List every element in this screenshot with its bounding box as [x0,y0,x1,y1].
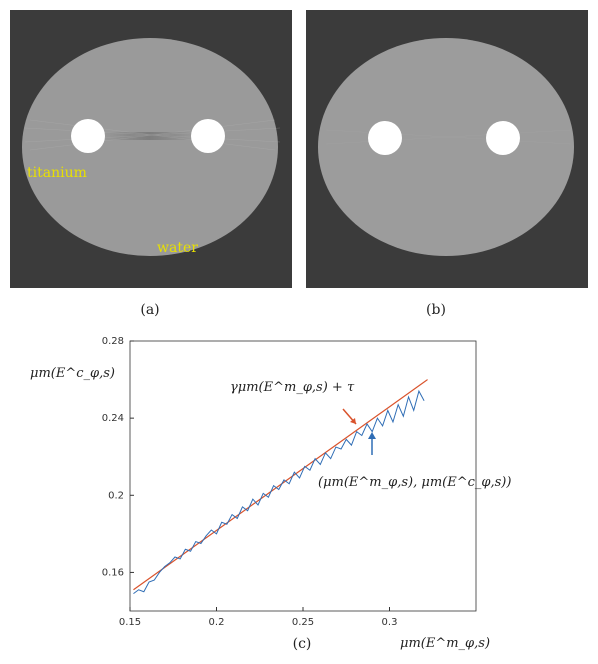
ct-image-b [306,10,588,288]
y-tick-label: 0.16 [102,567,124,578]
titanium-insert-right [191,119,225,153]
fit-annotation: γμm(E^m_φ,s) + τ [230,380,355,395]
titanium-label: titanium [27,165,87,181]
y-axis-label: μm(E^c_φ,s) [30,366,115,381]
data-annotation: (μm(E^m_φ,s), μm(E^c_φ,s)) [318,475,512,490]
streak-lines-a [24,119,281,151]
water-label: water [157,240,198,256]
x-tick-label: 0.3 [382,617,398,628]
red-arrowhead [350,418,356,424]
ct-image-a [10,10,292,288]
titanium-insert-right-b [486,121,520,155]
streak-lines-b [325,129,572,145]
titanium-insert-left-b [368,121,402,155]
blue-arrowhead [368,432,376,439]
y-tick-label: 0.28 [102,336,124,347]
phantom-b-svg [318,38,574,256]
y-tick-label: 0.2 [108,490,124,501]
caption-c: (c) [292,636,312,652]
y-ticks: 0.16 0.2 0.24 0.28 [102,336,134,578]
water-phantom-a [22,38,278,256]
x-tick-label: 0.25 [292,617,314,628]
x-ticks: 0.15 0.2 0.25 0.3 [119,607,398,628]
data-line [133,389,425,595]
y-tick-label: 0.24 [102,413,124,424]
titanium-insert-left [71,119,105,153]
x-axis-label: μm(E^m_φ,s) [400,636,491,651]
phantom-a-svg [22,38,281,256]
calibration-chart: 0.15 0.2 0.25 0.3 0.16 0.2 0.24 0.28 [102,336,477,628]
x-tick-label: 0.15 [119,617,141,628]
x-tick-label: 0.2 [209,617,225,628]
caption-b: (b) [426,302,446,318]
water-phantom-b [318,38,574,256]
caption-a: (a) [140,302,160,318]
